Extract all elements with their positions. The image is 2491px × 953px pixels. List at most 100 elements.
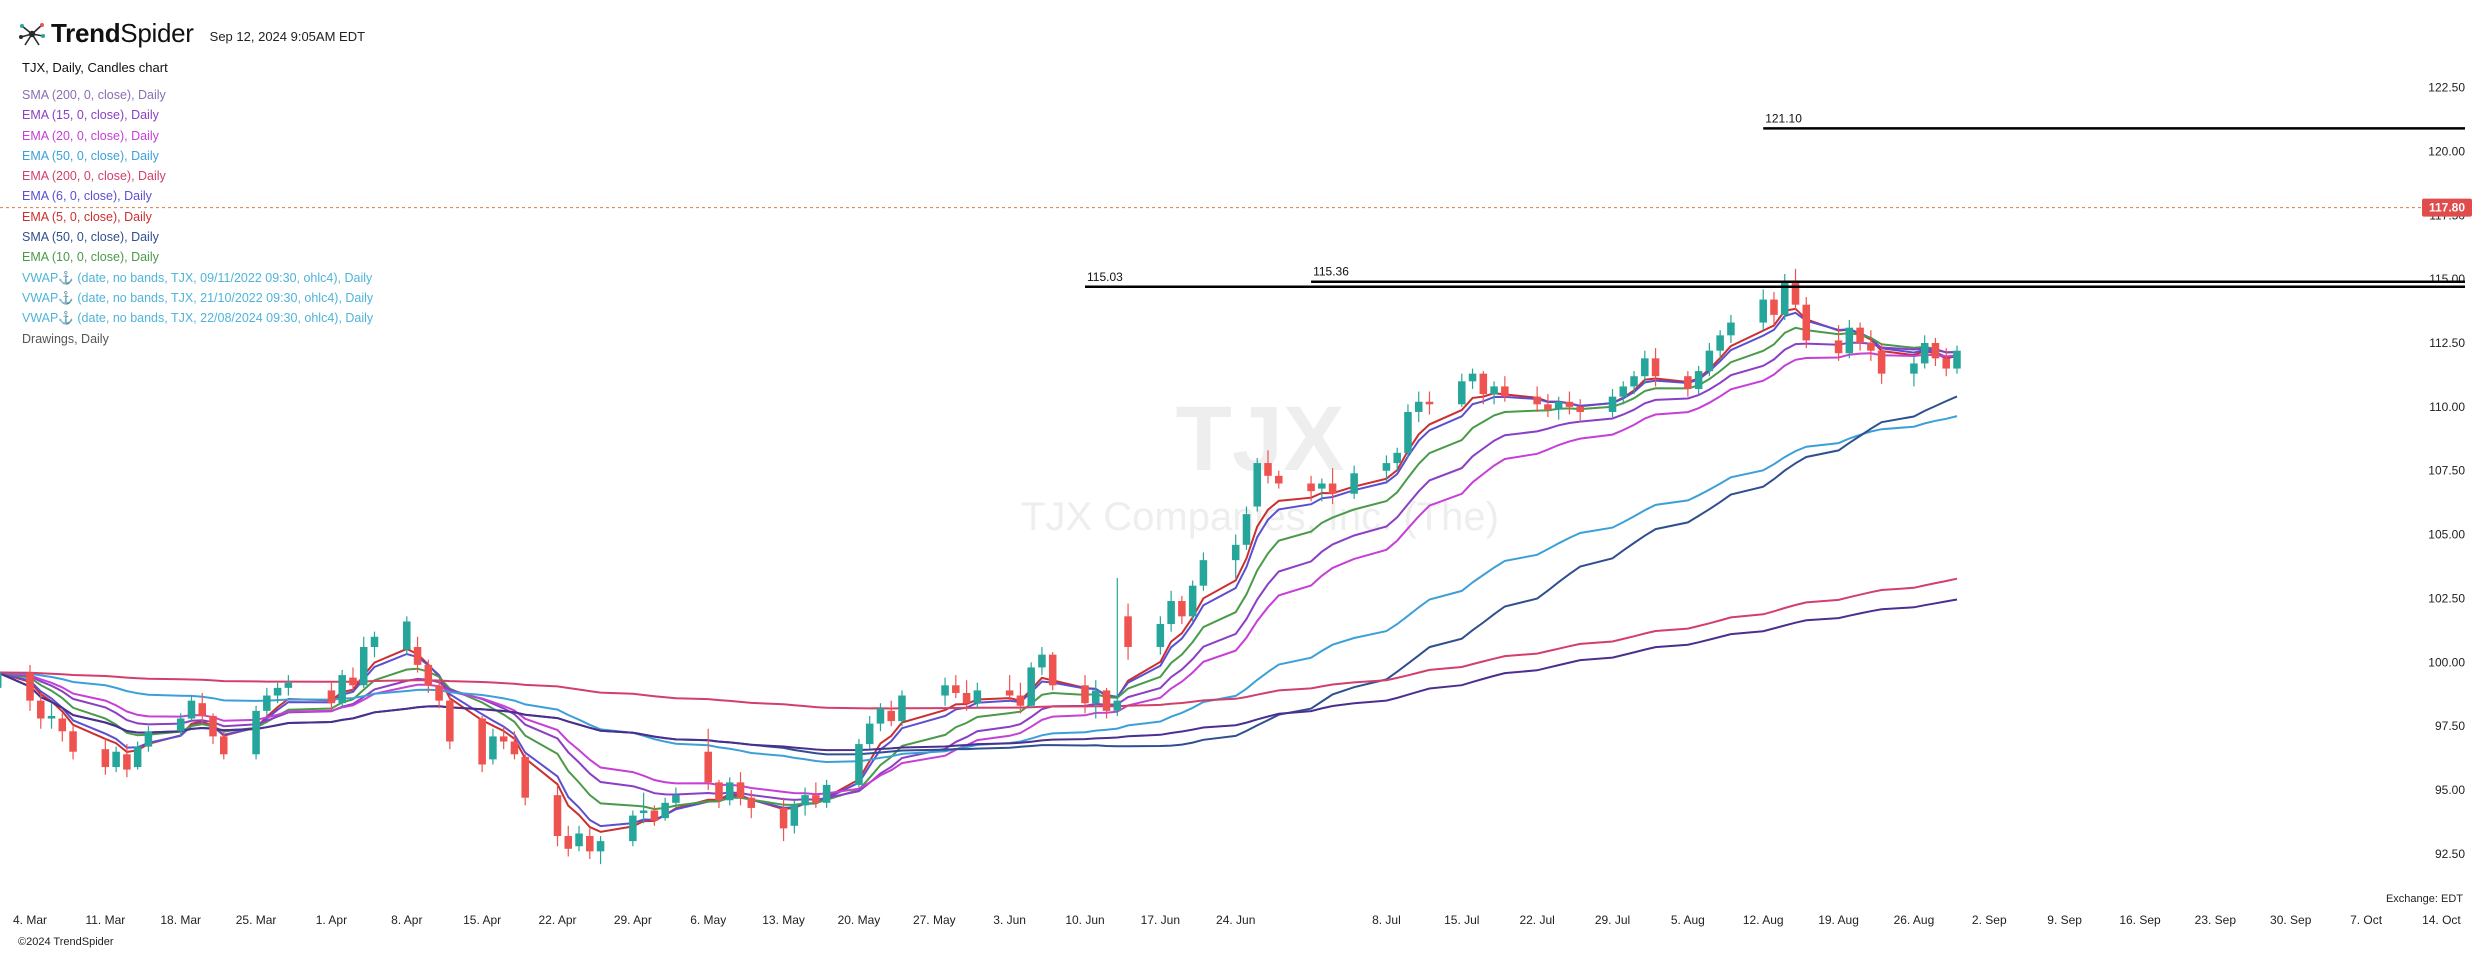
ma-line [0,341,1958,801]
exchange-label: Exchange: EDT [2385,893,2463,905]
candle-body [1458,381,1466,405]
x-tick-label: 14. Oct [2422,913,2461,927]
chart-title[interactable]: TJX, Daily, Candles chart [22,60,168,75]
legend-item[interactable]: EMA (10, 0, close), Daily [22,250,159,265]
legend-item[interactable]: EMA (6, 0, close), Daily [22,189,152,204]
x-tick-label: 10. Jun [1065,913,1104,927]
candle-body [822,784,831,803]
candle-body [1877,350,1886,374]
candle-body [1490,386,1498,395]
x-tick-label: 15. Apr [463,913,501,927]
candle-body [1630,376,1638,387]
candle-body [1231,544,1240,561]
x-tick-label: 11. Mar [85,913,125,927]
x-tick-label: 6. May [690,913,726,927]
candle-body [47,715,56,719]
x-tick-label: 1. Apr [316,913,347,927]
candle-body [876,708,885,724]
chart-datetime: Sep 12, 2024 9:05AM EDT [209,29,366,44]
candle-body [1834,340,1843,354]
trendspider-brand[interactable]: TrendSpider Sep 12, 2024 9:05AM EDT [18,18,365,49]
candle-body [672,795,680,803]
candle-body [1791,281,1800,305]
candle-body [661,802,669,819]
candle-body [284,682,293,688]
candle-body [1770,299,1778,315]
legend-item[interactable]: VWAP⚓ (date, no bands, TJX, 09/11/2022 0… [22,270,373,285]
legend-item[interactable]: VWAP⚓ (date, no bands, TJX, 22/08/2024 0… [22,311,374,326]
legend-item[interactable]: SMA (50, 0, close), Daily [22,230,159,245]
candle-body [123,754,131,770]
y-axis: 92.50 95.00 97.50 100.00 102.50 105.00 107.50 1… [2428,81,2465,861]
candle-body [144,731,153,747]
legend-item[interactable]: Drawings, Daily [22,331,109,346]
legend-item[interactable]: EMA (20, 0, close), Daily [22,128,159,143]
y-tick-label: 102.50 [2428,591,2465,605]
horizontal-levels[interactable]: 121.10 115.36 115.03 [1085,111,2465,289]
candle-body [564,836,573,849]
legend-item[interactable]: VWAP⚓ (date, no bands, TJX, 21/10/2022 0… [22,290,374,305]
x-tick-label: 29. Apr [614,913,652,927]
candle-body [715,782,723,801]
candle-body [403,621,411,650]
y-tick-label: 95.00 [2435,783,2465,797]
legend-item[interactable]: EMA (50, 0, close), Daily [22,148,159,163]
y-tick-label: 110.00 [2429,400,2465,414]
candle-body [349,677,357,686]
x-tick-label: 3. Jun [993,913,1026,927]
copyright: ©2024 TrendSpider [18,936,114,948]
candle-body [736,782,745,798]
candle-body [338,675,346,704]
candle-body [435,685,443,701]
candle-body [1942,358,1950,369]
level-label: 115.03 [1087,270,1123,284]
y-tick-label: 122.50 [2428,81,2465,95]
candle-body [790,805,799,826]
price-tag [2422,198,2472,217]
price-tag-label: 117.80 [2429,201,2465,215]
candle-body [1651,358,1660,377]
candle-body [553,795,562,837]
candle-body [273,687,282,696]
x-tick-label: 9. Sep [2047,913,2082,927]
candle-body [187,700,196,719]
candle-body [639,810,648,814]
y-tick-label: 112.50 [2429,336,2465,350]
candle-body [0,672,2,688]
legend-item[interactable]: EMA (200, 0, close), Daily [22,169,166,184]
candle-body [1091,690,1100,704]
legend-item[interactable]: EMA (5, 0, close), Daily [22,209,152,224]
legend-item[interactable]: EMA (15, 0, close), Daily [22,108,159,123]
candle-body [1178,601,1186,617]
candle-body [1328,483,1337,494]
candle-body [1780,281,1789,315]
candle-body [263,695,271,711]
candle-body [586,836,594,852]
x-tick-label: 23. Sep [2195,913,2237,927]
candle-body [1576,406,1584,412]
candle-body [1920,343,1929,364]
candle-body [1318,483,1326,489]
candles [0,268,1961,865]
candle-body [1759,299,1767,323]
candle-body [133,746,142,768]
x-tick-label: 24. Jun [1216,913,1255,927]
candle-body [1005,690,1014,696]
candle-body [650,810,659,821]
candle-body [69,731,77,752]
candle-body [1608,396,1617,412]
current-price: 117.80 [0,198,2472,217]
candle-body [1081,685,1089,704]
legend-item[interactable]: SMA (200, 0, close), Daily [22,88,166,102]
level-label: 121.10 [1765,111,1802,125]
x-tick-label: 8. Jul [1372,913,1401,927]
candle-body [704,751,712,783]
candle-body [855,744,863,785]
candle-body [1544,404,1552,410]
x-tick-label: 19. Aug [1818,913,1859,927]
candle-body [1307,483,1315,492]
candle-body [887,710,895,722]
x-tick-label: 18. Mar [160,913,201,927]
y-tick-label: 97.50 [2435,719,2465,733]
